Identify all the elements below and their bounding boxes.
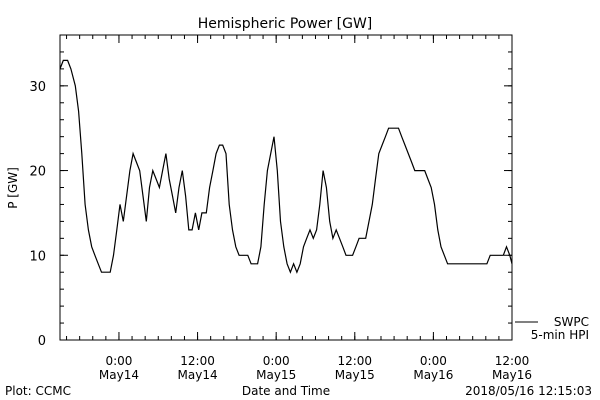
y-axis-label: P [GW] <box>6 167 20 209</box>
x-tick-label-date: May15 <box>256 368 296 382</box>
y-tick-label: 10 <box>29 249 46 264</box>
timestamp: 2018/05/16 12:15:03 <box>465 384 592 398</box>
x-tick-label-time: 0:00 <box>420 354 447 368</box>
legend-line1: SWPC <box>554 315 589 329</box>
y-tick-label: 30 <box>29 80 46 95</box>
x-tick-label-time: 0:00 <box>105 354 132 368</box>
x-tick-label-date: May16 <box>492 368 532 382</box>
x-tick-label-date: May16 <box>413 368 453 382</box>
hpi-series-line <box>59 59 513 274</box>
x-tick-label-time: 12:00 <box>180 354 215 368</box>
y-tick-label: 0 <box>38 334 46 349</box>
x-axis-label: Date and Time <box>242 384 330 398</box>
y-axis-ticks: 0 10 20 30 <box>29 80 512 349</box>
x-axis-ticks: 0:00May1412:00May140:00May1512:00May150:… <box>99 35 532 382</box>
plot-credit: Plot: CCMC <box>5 384 71 398</box>
chart-title: Hemispheric Power [GW] <box>198 16 373 32</box>
x-tick-label-date: May14 <box>99 368 139 382</box>
x-tick-label-date: May15 <box>335 368 375 382</box>
x-tick-label-time: 0:00 <box>263 354 290 368</box>
x-tick-label-time: 12:00 <box>337 354 372 368</box>
y-tick-label: 20 <box>29 165 46 180</box>
x-tick-label-date: May14 <box>178 368 218 382</box>
legend-line2: 5-min HPI <box>531 328 589 342</box>
x-tick-label-time: 12:00 <box>495 354 530 368</box>
x-minor-ticks <box>66 35 513 340</box>
